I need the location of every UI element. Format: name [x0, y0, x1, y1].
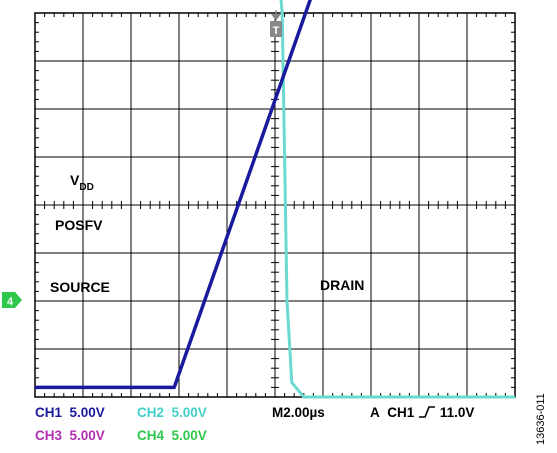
- figure-id: 13636-011: [535, 393, 547, 445]
- trigger-prefix: A: [370, 405, 380, 420]
- trace-drain: [279, 0, 515, 399]
- vdd-label-main: V: [70, 172, 80, 188]
- posfv-label: POSFV: [55, 217, 103, 233]
- vdd-label: VDD: [70, 172, 94, 193]
- trigger-marker-icon: T: [270, 10, 282, 37]
- ch4-readout: CH4 5.00V: [137, 428, 207, 443]
- ch2-scale: 5.00V: [171, 405, 207, 420]
- graticule: [34, 12, 516, 398]
- trigger-marker-label: T: [273, 25, 280, 37]
- source-label: SOURCE: [50, 279, 110, 295]
- ch2-label: CH2: [137, 405, 165, 420]
- timebase-readout: M2.00µs: [272, 405, 325, 420]
- trace-source: [35, 0, 312, 390]
- ch3-scale: 5.00V: [69, 428, 105, 443]
- vdd-label-sub: DD: [79, 182, 93, 193]
- ch2-readout: CH2 5.00V: [137, 405, 207, 420]
- ch1-scale: 5.00V: [69, 405, 105, 420]
- ch3-readout: CH3 5.00V: [35, 428, 105, 443]
- drain-label: DRAIN: [320, 277, 364, 293]
- trigger-channel: CH1: [387, 405, 415, 420]
- ch4-label: CH4: [137, 428, 165, 443]
- ch1-readout: CH1 5.00V: [35, 405, 105, 420]
- traces: [35, 0, 515, 399]
- trigger-readout: A CH1 11.0V: [370, 405, 474, 420]
- rising-edge-icon: [419, 406, 436, 418]
- trigger-level: 11.0V: [439, 405, 475, 420]
- ch4-ground-marker: 4: [2, 292, 22, 308]
- ch4-scale: 5.00V: [171, 428, 207, 443]
- ch4-ground-label: 4: [7, 296, 14, 308]
- ch3-label: CH3: [35, 428, 63, 443]
- ch1-label: CH1: [35, 405, 63, 420]
